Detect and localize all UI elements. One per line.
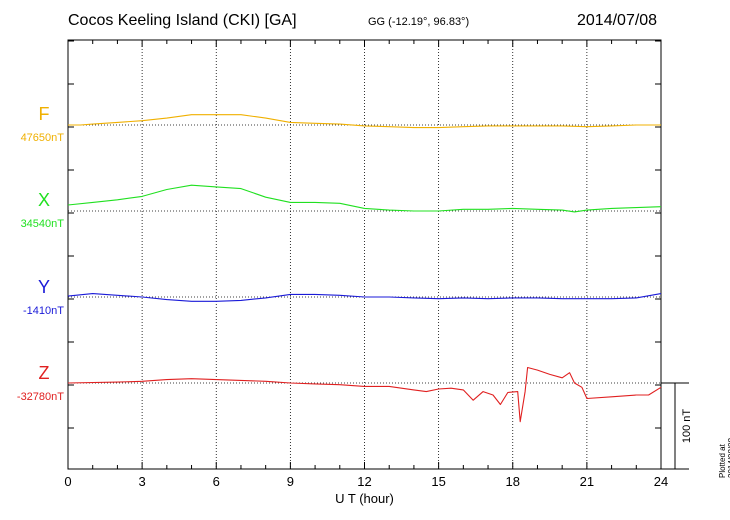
series-line-f — [68, 114, 661, 129]
component-label-y: Y — [37, 277, 50, 297]
chart-title: Cocos Keeling Island (CKI) [GA] — [68, 12, 297, 29]
component-label-x: X — [37, 190, 50, 210]
station-coordinates: GG (-12.19°, 96.83°) — [368, 16, 470, 28]
x-tick-label-21: 21 — [580, 474, 594, 489]
baseline-value-f: 47650nT — [20, 132, 64, 144]
x-tick-label-6: 6 — [213, 474, 220, 489]
x-tick-label-0: 0 — [64, 474, 71, 489]
series-line-z — [67, 366, 662, 423]
baseline-value-y: -1410nT — [23, 305, 64, 317]
x-axis-label: U T (hour) — [335, 491, 394, 506]
chart-date: 2014/07/08 — [577, 12, 658, 29]
component-label-z: Z — [38, 363, 50, 383]
baseline-value-z: -32780nT — [16, 391, 64, 403]
component-label-f: F — [38, 104, 50, 124]
scale-bar-label: 100 nT — [681, 409, 693, 444]
plotted-timestamp: Plotted at 2014/08/08 01:31 UT — [718, 437, 730, 478]
x-tick-label-15: 15 — [431, 474, 445, 489]
x-tick-label-12: 12 — [357, 474, 371, 489]
x-tick-label-3: 3 — [139, 474, 146, 489]
plot-frame — [67, 39, 662, 470]
x-tick-label-24: 24 — [654, 474, 668, 489]
series-line-x — [67, 184, 662, 213]
baseline-value-x: 34540nT — [20, 218, 64, 230]
x-tick-label-9: 9 — [287, 474, 294, 489]
series-line-y — [67, 293, 662, 302]
x-tick-label-18: 18 — [506, 474, 520, 489]
